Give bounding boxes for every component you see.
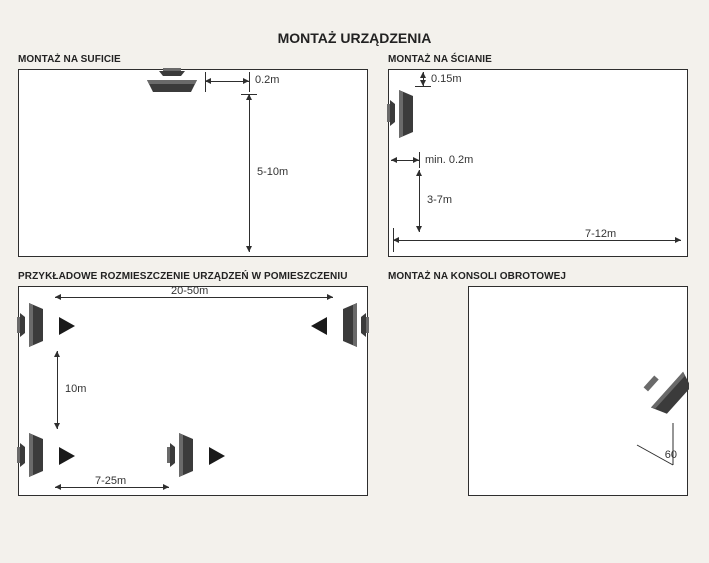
arrowhead-icon: [54, 423, 60, 429]
dim-label-width: 7-12m: [585, 228, 616, 240]
dim-label-min-offset: min. 0.2m: [425, 154, 473, 166]
arrowhead-icon: [391, 157, 397, 163]
cell-wall: MONTAŻ NA ŚCIANIE 0.15m min.: [388, 54, 688, 257]
dim-label-span-bottom: 7-25m: [95, 475, 126, 487]
wall-panel: 0.15m min. 0.2m 3-7m 7-12m: [388, 69, 688, 257]
dim-label-span-top: 20-50m: [171, 285, 208, 297]
arrowhead-icon: [675, 237, 681, 243]
dim-line: [393, 240, 681, 241]
device-wall-icon: [387, 86, 421, 142]
arrowhead-icon: [246, 246, 252, 252]
direction-arrow-icon: [59, 447, 75, 465]
dim-label-gap-top: 0.2m: [255, 74, 279, 86]
rotary-panel: 60: [468, 286, 688, 496]
dim-label-gap-side: 0.15m: [431, 73, 462, 85]
arrowhead-icon: [393, 237, 399, 243]
ceiling-title: MONTAŻ NA SUFICIE: [18, 54, 368, 65]
dim-line: [57, 351, 58, 429]
direction-arrow-icon: [59, 317, 75, 335]
rotary-title: MONTAŻ NA KONSOLI OBROTOWEJ: [388, 271, 688, 282]
dim-line: [55, 487, 169, 488]
arrowhead-icon: [54, 351, 60, 357]
room-panel: 20-50m 10m 7-25m: [18, 286, 368, 496]
device-room-icon: [167, 431, 201, 479]
device-room-icon: [17, 301, 51, 349]
cell-room: PRZYKŁADOWE ROZMIESZCZENIE URZĄDZEŃ W PO…: [18, 271, 368, 496]
arrowhead-icon: [55, 484, 61, 490]
arrowhead-icon: [420, 72, 426, 78]
page-title: MONTAŻ URZĄDZENIA: [0, 0, 709, 54]
dim-label-height: 5-10m: [257, 166, 288, 178]
dim-line: [419, 170, 420, 232]
arrowhead-icon: [416, 170, 422, 176]
cell-rotary: MONTAŻ NA KONSOLI OBROTOWEJ 60: [388, 271, 688, 496]
angle-indicator-icon: [623, 415, 683, 475]
arrowhead-icon: [205, 78, 211, 84]
arrowhead-icon: [416, 226, 422, 232]
angle-label: 60: [665, 449, 677, 461]
direction-arrow-icon: [209, 447, 225, 465]
arrowhead-icon: [327, 294, 333, 300]
diagram-grid: MONTAŻ NA SUFICIE 0.2m: [0, 54, 709, 496]
tick: [415, 86, 431, 87]
tick: [241, 94, 257, 95]
direction-arrow-icon: [311, 317, 327, 335]
room-title: PRZYKŁADOWE ROZMIESZCZENIE URZĄDZEŃ W PO…: [18, 271, 368, 282]
dim-label-vheight: 3-7m: [427, 194, 452, 206]
dim-line: [249, 94, 250, 252]
dim-label-span-left: 10m: [65, 383, 86, 395]
device-room-icon: [335, 301, 369, 349]
arrowhead-icon: [55, 294, 61, 300]
tick: [419, 152, 420, 168]
tick: [249, 72, 250, 92]
ceiling-panel: 0.2m 5-10m: [18, 69, 368, 257]
wall-title: MONTAŻ NA ŚCIANIE: [388, 54, 688, 65]
device-room-icon: [17, 431, 51, 479]
cell-ceiling: MONTAŻ NA SUFICIE 0.2m: [18, 54, 368, 257]
device-ceiling-icon: [141, 68, 203, 98]
arrowhead-icon: [163, 484, 169, 490]
dim-line: [55, 297, 333, 298]
